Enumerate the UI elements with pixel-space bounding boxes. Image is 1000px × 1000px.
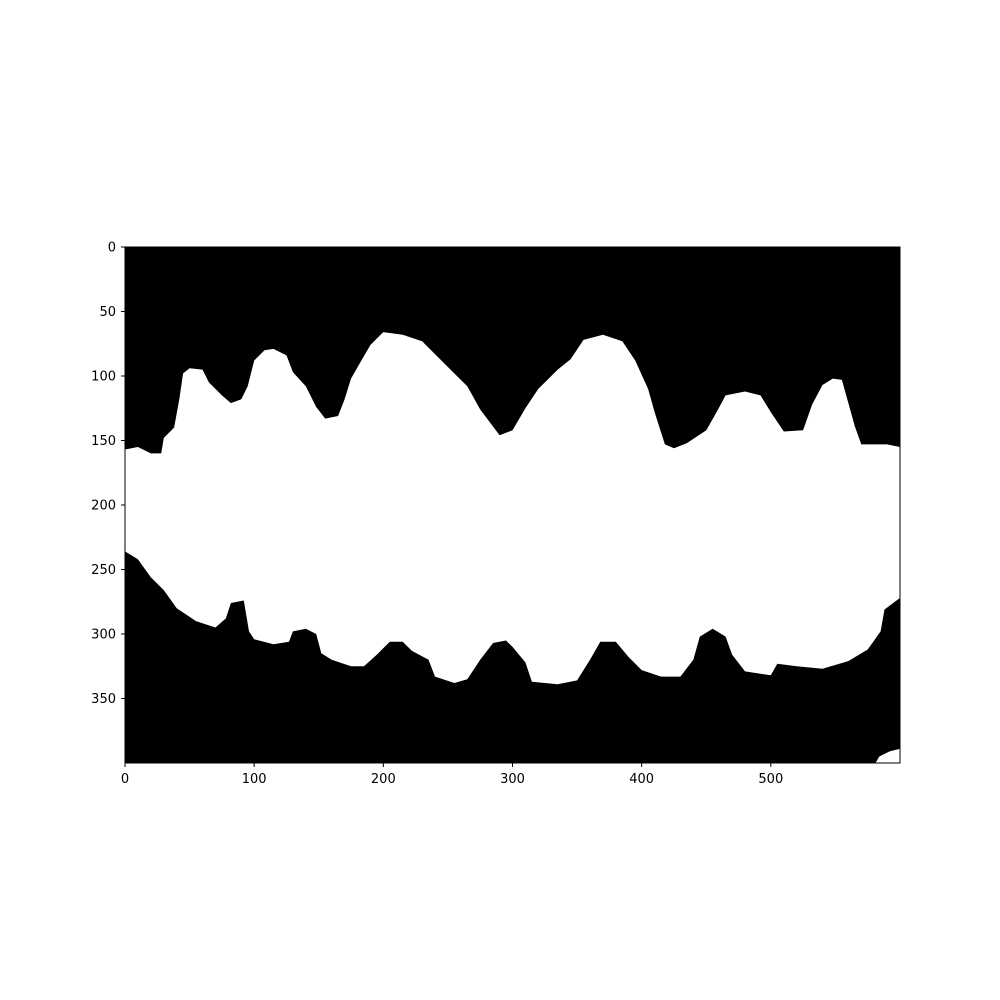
mask-region [125,332,900,685]
x-tick-label: 500 [758,772,783,787]
mask-image [125,247,900,763]
y-tick-label: 50 [99,305,116,320]
y-tick-label: 0 [108,241,116,256]
y-tick-label: 200 [91,499,116,514]
x-tick-label: 400 [629,772,654,787]
x-tick-label: 300 [500,772,525,787]
y-tick-label: 300 [91,628,116,643]
mask-corner-region [875,748,900,763]
x-tick-label: 100 [242,772,267,787]
y-tick-label: 250 [91,563,116,578]
x-tick-label: 0 [121,772,129,787]
y-tick-label: 350 [91,692,116,707]
x-axis: 0 100 200 300 400 500 [121,763,783,787]
y-axis: 0 50 100 150 200 250 300 350 [91,241,125,707]
y-tick-label: 150 [91,434,116,449]
y-tick-label: 100 [91,370,116,385]
x-tick-label: 200 [371,772,396,787]
